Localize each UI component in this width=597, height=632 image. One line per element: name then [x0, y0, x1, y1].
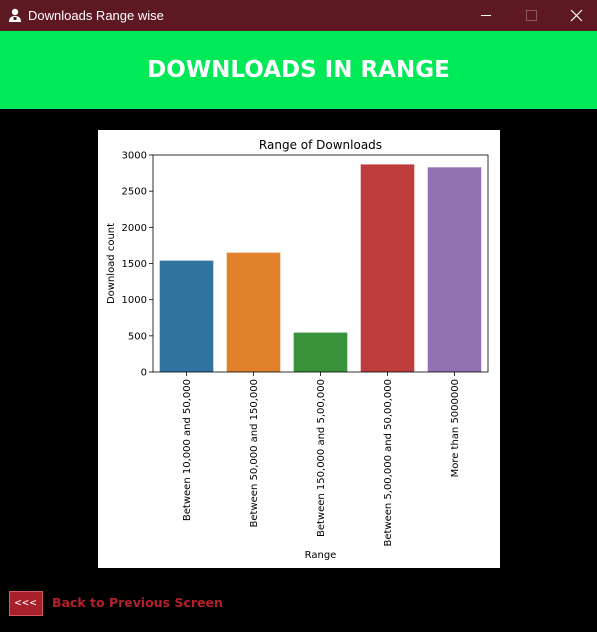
y-tick-label: 1500 — [122, 259, 147, 270]
maximize-icon — [526, 10, 537, 21]
y-tick-label: 0 — [141, 368, 147, 379]
y-tick-label: 3000 — [122, 151, 147, 162]
y-tick-label: 500 — [128, 331, 147, 342]
chart-bar — [293, 332, 348, 372]
page-header: DOWNLOADS IN RANGE — [0, 31, 597, 109]
window-title: Downloads Range wise — [28, 8, 164, 23]
y-axis-label: Download count — [106, 223, 117, 304]
x-tick-label: Between 50,000 and 150,000 — [249, 379, 260, 527]
x-tick-label: Between 10,000 and 50,000 — [182, 379, 193, 521]
chart-bar — [226, 252, 281, 372]
maximize-button[interactable] — [509, 0, 555, 31]
y-tick-label: 2000 — [122, 223, 147, 234]
minimize-icon — [481, 15, 491, 16]
chart-bar — [427, 167, 482, 372]
close-button[interactable] — [553, 0, 597, 31]
window-titlebar: Downloads Range wise — [0, 0, 597, 31]
chart-panel: 0 500 1000 1500 2000 2500 3000 Between 10,000 a… — [98, 130, 500, 568]
bar-chart: 0 500 1000 1500 2000 2500 3000 Between 10,000 a… — [106, 138, 489, 561]
back-link[interactable]: Back to Previous Screen — [52, 595, 223, 610]
x-axis-label: Range — [305, 550, 337, 561]
chart-bar — [360, 164, 415, 372]
x-tick-label: More than 5000000 — [450, 379, 461, 477]
close-icon — [570, 9, 583, 22]
minimize-button[interactable] — [463, 0, 509, 31]
chart-bar — [159, 260, 214, 372]
page-title: DOWNLOADS IN RANGE — [147, 57, 450, 83]
y-tick-label: 2500 — [122, 187, 147, 198]
x-tick-label: Between 150,000 and 5,00,000 — [316, 379, 327, 537]
app-icon — [9, 8, 21, 22]
chart-title: Range of Downloads — [259, 138, 382, 152]
back-button[interactable]: <<< — [9, 591, 43, 616]
y-tick-label: 1000 — [122, 295, 147, 306]
x-tick-label: Between 5,00,000 and 50,00,000 — [383, 379, 394, 547]
